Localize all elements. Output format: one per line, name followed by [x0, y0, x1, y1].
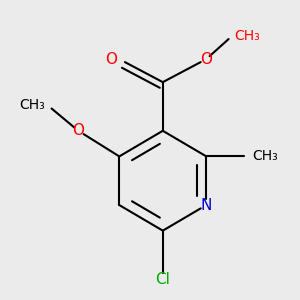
Text: CH₃: CH₃: [235, 29, 260, 43]
Text: Cl: Cl: [155, 272, 170, 287]
Text: CH₃: CH₃: [19, 98, 45, 112]
Text: CH₃: CH₃: [252, 149, 278, 164]
Text: N: N: [201, 197, 212, 212]
Text: O: O: [200, 52, 212, 67]
Text: O: O: [105, 52, 117, 67]
Text: O: O: [72, 123, 84, 138]
